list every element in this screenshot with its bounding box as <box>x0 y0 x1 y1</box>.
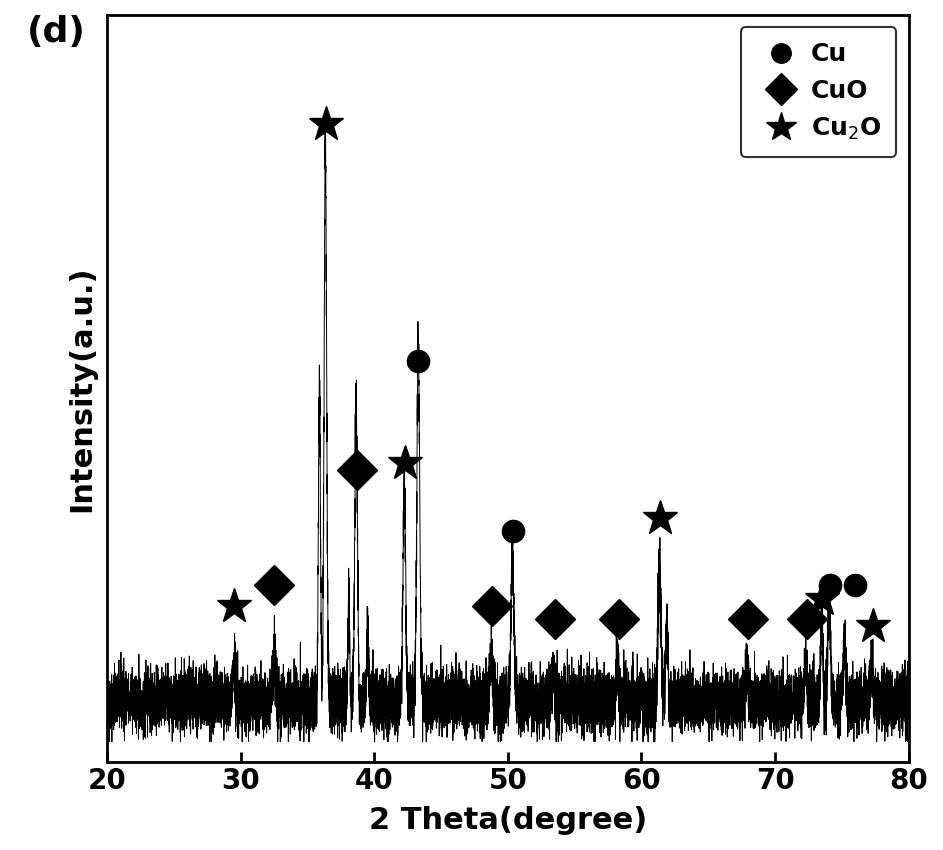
X-axis label: 2 Theta(degree): 2 Theta(degree) <box>369 806 647 835</box>
Text: (d): (d) <box>26 15 86 49</box>
Y-axis label: Intensity(a.u.): Intensity(a.u.) <box>67 265 96 512</box>
Legend: Cu, CuO, Cu$_2$O: Cu, CuO, Cu$_2$O <box>741 27 896 156</box>
